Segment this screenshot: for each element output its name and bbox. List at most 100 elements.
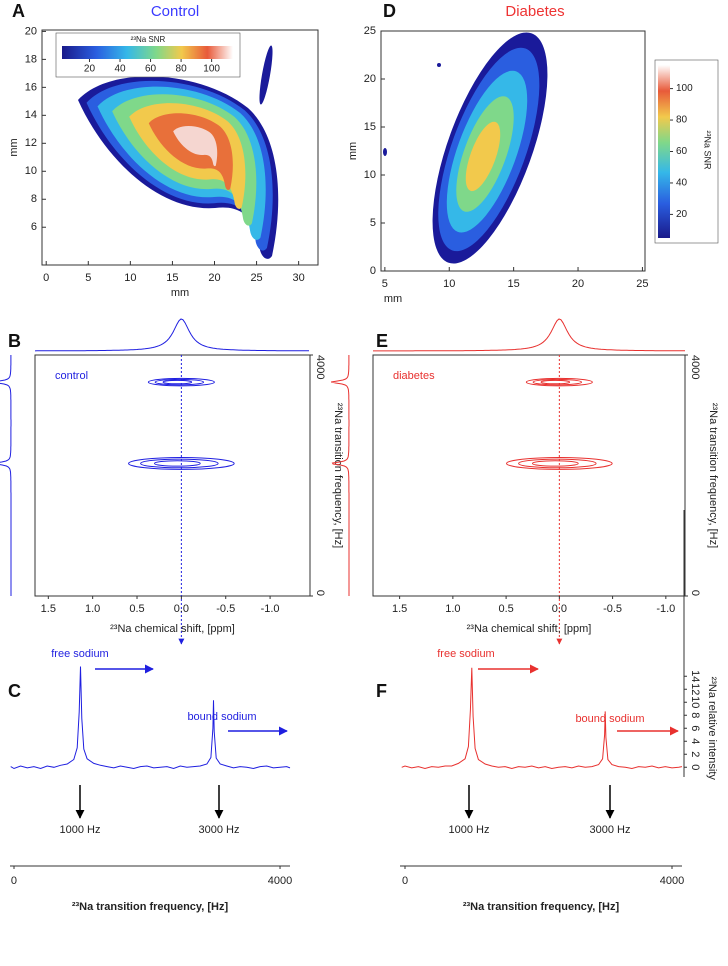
contour-level — [532, 378, 583, 386]
panel-label: B — [8, 331, 21, 351]
x-tick-label: 4000 — [660, 875, 684, 887]
heatmap-region — [173, 126, 218, 167]
annotation: bound sodium — [187, 711, 256, 723]
chart-title: Control — [151, 3, 199, 20]
x-axis-label: ²³Na chemical shift, [ppm] — [110, 623, 235, 635]
projection-left — [330, 355, 350, 596]
y-axis-label: mm — [8, 138, 20, 156]
x-tick-label: 10 — [124, 272, 136, 284]
y-tick-label: 20 — [25, 25, 37, 37]
x-tick-label: 1.0 — [445, 603, 460, 615]
chart-title: Diabetes — [505, 3, 564, 20]
panel-label: C — [8, 681, 21, 701]
y-tick-label: 6 — [689, 725, 701, 731]
annotation: 3000 Hz — [590, 824, 631, 836]
y-tick-label: 5 — [370, 217, 376, 229]
contour-peak — [525, 377, 593, 387]
y-tick-label: 10 — [25, 165, 37, 177]
annotation: 1000 Hz — [449, 824, 490, 836]
contour-level — [531, 460, 579, 467]
heatmap-spot — [437, 63, 441, 67]
projection-top — [34, 318, 309, 352]
colorbar — [62, 46, 233, 59]
y-tick-label: 8 — [689, 712, 701, 718]
projection-left — [0, 355, 12, 596]
heatmap-spot — [383, 148, 387, 156]
y-axis-label: mm — [347, 142, 359, 160]
y-tick-label: 0 — [314, 590, 326, 596]
x-tick-label: 0.0 — [174, 603, 189, 615]
x-tick-label: 15 — [166, 272, 178, 284]
x-tick-label: 20 — [572, 278, 584, 290]
plot-frame — [34, 354, 311, 597]
y-tick-label: 4000 — [689, 355, 701, 379]
y-tick-label: 18 — [25, 53, 37, 65]
contour-peak — [506, 456, 613, 470]
x-tick-label: 10 — [443, 278, 455, 290]
plot-frame — [380, 30, 646, 272]
colorbar-tick-label: 80 — [676, 115, 688, 126]
colorbar-tick-label: 100 — [203, 64, 220, 75]
x-tick-label: 20 — [208, 272, 220, 284]
colorbar — [658, 65, 670, 238]
x-tick-label: 1.5 — [41, 603, 56, 615]
y-tick-label: 6 — [31, 221, 37, 233]
panel-annotation: control — [55, 370, 88, 382]
panel-label: F — [376, 681, 387, 701]
annotation: free sodium — [437, 648, 494, 660]
contour-level — [154, 378, 205, 386]
y-tick-label: 12 — [25, 137, 37, 149]
y-tick-label: 25 — [364, 25, 376, 37]
panel-label: A — [12, 1, 25, 21]
y-axis-label: ²³Na transition frequency, [Hz] — [707, 403, 719, 548]
colorbar-label: ²³Na SNR — [703, 130, 713, 170]
y-tick-label: 10 — [689, 696, 701, 708]
panel-annotation: diabetes — [393, 370, 435, 382]
colorbar-tick-label: 20 — [84, 64, 96, 75]
contour-level — [162, 379, 193, 385]
colorbar-tick-label: 60 — [145, 64, 157, 75]
contour-level — [153, 460, 201, 467]
heatmap-spot — [259, 45, 273, 105]
y-axis-label: ²³Na transition frequency, [Hz] — [332, 403, 344, 548]
y-tick-label: 15 — [364, 121, 376, 133]
y-tick-label: 4000 — [314, 355, 326, 379]
colorbar-tick-label: 20 — [676, 209, 688, 220]
plot-frame — [372, 354, 686, 597]
projection-top — [373, 318, 685, 352]
x-tick-label: 30 — [293, 272, 305, 284]
y-tick-label: 14 — [25, 109, 37, 121]
x-tick-label: -1.0 — [656, 603, 675, 615]
y-tick-label: 0 — [370, 265, 376, 277]
y-tick-label: 0 — [689, 764, 701, 770]
colorbar-tick-label: 40 — [114, 64, 126, 75]
x-tick-label: 0 — [11, 875, 17, 887]
x-tick-label: 15 — [508, 278, 520, 290]
y-tick-label: 14 — [689, 670, 701, 682]
y-tick-label: 4 — [689, 738, 701, 744]
x-axis-label: ²³Na transition frequency, [Hz] — [72, 901, 229, 913]
x-axis-label: mm — [171, 287, 189, 299]
colorbar-tick-label: 60 — [676, 146, 688, 157]
y-tick-label: 20 — [364, 73, 376, 85]
x-tick-label: 1.5 — [392, 603, 407, 615]
y-tick-label: 10 — [364, 169, 376, 181]
heatmap-region — [465, 121, 501, 192]
x-tick-label: -0.5 — [216, 603, 235, 615]
y-tick-label: 0 — [689, 590, 701, 596]
panel-label: E — [376, 331, 388, 351]
y-axis-label: ²³Na relative intensity — [706, 677, 718, 781]
spectrum-line — [401, 667, 683, 770]
plot-frame — [41, 29, 319, 266]
y-tick-label: 2 — [689, 751, 701, 757]
x-tick-label: 0.5 — [129, 603, 144, 615]
y-tick-label: 8 — [31, 193, 37, 205]
contour-level — [540, 379, 571, 385]
x-tick-label: 1.0 — [85, 603, 100, 615]
contour-peak — [147, 377, 215, 387]
x-tick-label: -0.5 — [603, 603, 622, 615]
contour-peak — [128, 456, 235, 470]
x-tick-label: 5 — [85, 272, 91, 284]
spectrum-line — [10, 666, 291, 770]
